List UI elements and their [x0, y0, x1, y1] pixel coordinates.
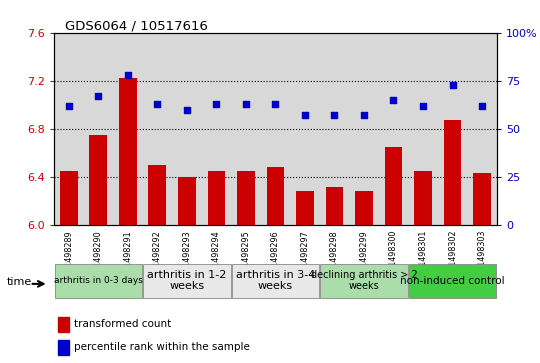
Bar [326, 187, 343, 225]
Bar [60, 171, 78, 225]
Bar [55, 264, 142, 298]
Bar [267, 167, 284, 225]
Text: arthritis in 3-4
weeks: arthritis in 3-4 weeks [236, 270, 315, 291]
Point [301, 113, 309, 118]
Point [448, 82, 457, 87]
Text: transformed count: transformed count [74, 319, 171, 330]
Bar [414, 171, 432, 225]
Point [360, 113, 368, 118]
Point [64, 103, 73, 109]
Point [94, 93, 103, 99]
Point [124, 72, 132, 78]
Bar [58, 317, 70, 332]
Point [418, 103, 427, 109]
Bar [409, 264, 496, 298]
Point [478, 103, 487, 109]
Bar [444, 121, 461, 225]
Text: arthritis in 1-2
weeks: arthritis in 1-2 weeks [147, 270, 226, 291]
Text: declining arthritis > 2
weeks: declining arthritis > 2 weeks [310, 270, 417, 291]
Text: time: time [6, 277, 32, 287]
Bar [58, 339, 70, 355]
Text: percentile rank within the sample: percentile rank within the sample [74, 342, 250, 352]
Bar [143, 264, 231, 298]
Bar [90, 135, 107, 225]
Point [241, 101, 250, 107]
Bar [178, 177, 195, 225]
Bar [320, 264, 408, 298]
Bar [355, 191, 373, 225]
Bar [232, 264, 319, 298]
Point [330, 113, 339, 118]
Bar [237, 171, 255, 225]
Point [271, 101, 280, 107]
Bar [148, 165, 166, 225]
Bar [384, 147, 402, 225]
Bar [119, 78, 137, 225]
Point [212, 101, 221, 107]
Text: GDS6064 / 10517616: GDS6064 / 10517616 [65, 20, 208, 33]
Point [153, 101, 161, 107]
Point [389, 97, 398, 103]
Bar [473, 174, 491, 225]
Bar [296, 191, 314, 225]
Point [183, 107, 191, 113]
Text: non-induced control: non-induced control [400, 276, 505, 286]
Bar [207, 171, 225, 225]
Text: arthritis in 0-3 days: arthritis in 0-3 days [54, 276, 143, 285]
